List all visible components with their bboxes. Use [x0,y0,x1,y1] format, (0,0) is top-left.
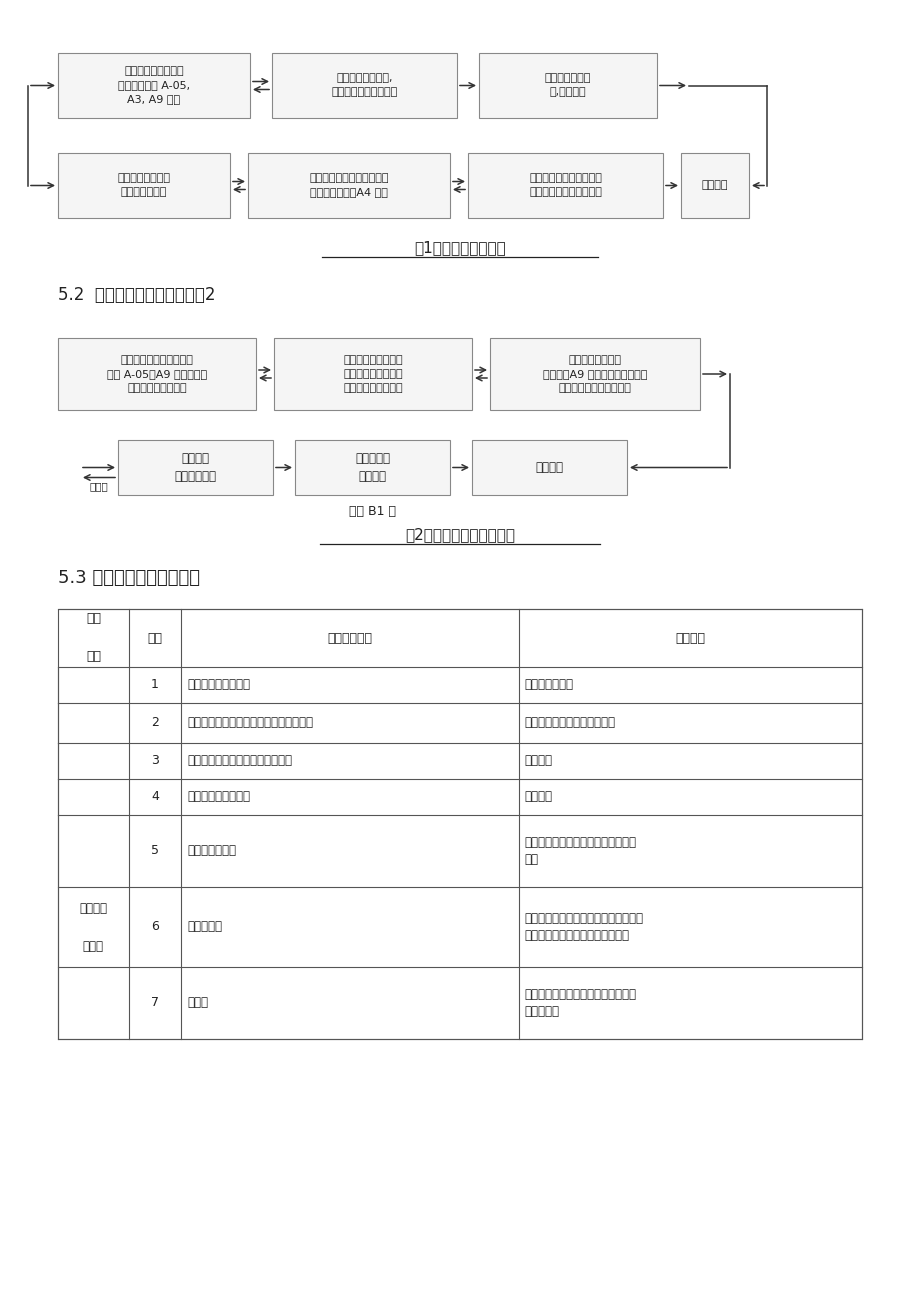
Text: 质量控制要点: 质量控制要点 [327,631,372,644]
Text: 原材料（钢筋、水泥、砂、石、焊条等）: 原材料（钢筋、水泥、砂、石、焊条等） [187,717,312,730]
Text: 控制手段: 控制手段 [675,631,705,644]
Text: 不合格: 不合格 [89,481,108,492]
Text: 施工单位采购进场
报审表（A9 表），附数量清单、
质量证明文件，自检结果: 施工单位采购进场 报审表（A9 表），附数量清单、 质量证明文件，自检结果 [542,355,646,393]
Bar [58,338,255,410]
Bar [468,154,663,219]
Text: 班径、桩位、垂直度、扩大头尺寸: 班径、桩位、垂直度、扩大头尺寸 [187,755,291,768]
Bar [295,440,449,494]
Text: 监理现场检查，审查报验
表，总监签认，通报业主: 监理现场检查，审查报验 表，总监签认，通报业主 [528,173,601,198]
Bar [274,338,471,410]
Text: 3: 3 [151,755,159,768]
Bar [58,609,861,1039]
Text: 孔底检查: 孔底检查 [524,791,552,804]
Text: 桩身碎: 桩身碎 [187,997,208,1010]
Bar [118,440,273,494]
Text: 检测、尺量检查，核查焊接接头检测
报告: 检测、尺量检查，核查焊接接头检测 报告 [524,837,636,866]
Text: 施工单位实施施
工,质量自检: 施工单位实施施 工,质量自检 [544,73,591,98]
Text: 5.2  主要材料核定流程：见图2: 5.2 主要材料核定流程：见图2 [58,286,215,304]
Text: 图2、主要材料核定流程图: 图2、主要材料核定流程图 [404,527,515,543]
Text: 5: 5 [151,844,159,857]
Text: 5.3 质量控制要点及目标值: 5.3 质量控制要点及目标值 [58,569,199,587]
Bar [490,338,699,410]
Text: 验收通过: 验收通过 [701,181,728,190]
Text: 序号: 序号 [147,631,163,644]
Text: 监理检查施工准备,
审签报审表，通报业主: 监理检查施工准备, 审签报审表，通报业主 [331,73,397,98]
Bar [680,154,748,219]
Bar [248,154,449,219]
Text: 施工单位材料报审，报审
（监 A-05、A9 表），提供
质量证明资料和样品: 施工单位材料报审，报审 （监 A-05、A9 表），提供 质量证明资料和样品 [107,355,207,393]
Text: 於拌制灌注: 於拌制灌注 [187,921,221,934]
Text: 核对龄配合比（开盘鉴定报告）及计量
实测坍落度、检查试块制作、旁站: 核对龄配合比（开盘鉴定报告）及计量 实测坍落度、检查试块制作、旁站 [524,912,643,942]
Text: 尺量检查: 尺量检查 [524,755,552,768]
Text: 签发 B1 表: 签发 B1 表 [348,505,395,518]
Text: 动测、钻孔取芯及静载试验，检查试
块检测报告: 动测、钻孔取芯及静载试验，检查试 块检测报告 [524,987,636,1017]
Text: 6: 6 [151,921,159,934]
Bar [58,53,250,118]
Text: 投入使用: 投入使用 [535,461,562,474]
Text: 4: 4 [151,791,159,804]
Text: 桩位轴线、水准基点: 桩位轴线、水准基点 [187,679,250,692]
Text: 人工挖孔

灌注桩: 人工挖孔 灌注桩 [79,902,108,952]
Text: 7: 7 [151,997,159,1010]
Text: 钢筋笼制作安装: 钢筋笼制作安装 [187,844,236,857]
Text: 图1、监理工作流程图: 图1、监理工作流程图 [414,239,505,255]
Text: 桩底岩层鉴定、清噎: 桩底岩层鉴定、清噎 [187,791,250,804]
Bar [479,53,656,118]
Bar [471,440,627,494]
Text: 施工单位施工准备，
报审表单（监 A-05,
A3, A9 表）: 施工单位施工准备， 报审表单（监 A-05, A3, A9 表） [118,66,190,104]
Text: 工程

内容: 工程 内容 [85,613,101,664]
Text: 1: 1 [151,679,159,692]
Text: 检查出厂合格证、检测报告等: 检查出厂合格证、检测报告等 [524,717,615,730]
Text: 施工完成，施工单位自检评
定，工程报验（A4 表）: 施工完成，施工单位自检评 定，工程报验（A4 表） [309,173,389,198]
Text: 2: 2 [151,717,159,730]
Text: 监理审核，征求业主
意见，签回报审表，
资料封存，样品封样: 监理审核，征求业主 意见，签回报审表， 资料封存，样品封样 [343,355,403,393]
Bar [272,53,457,118]
Text: 签认报审表
通报业主: 签认报审表 通报业主 [355,451,390,483]
Bar [58,154,230,219]
Text: 监理平行检查，隐
蔽部位旁站检查: 监理平行检查，隐 蔽部位旁站检查 [118,173,170,198]
Text: 测量复核龙门板: 测量复核龙门板 [524,679,573,692]
Text: 监理核验
见证取样送检: 监理核验 见证取样送检 [175,451,216,483]
